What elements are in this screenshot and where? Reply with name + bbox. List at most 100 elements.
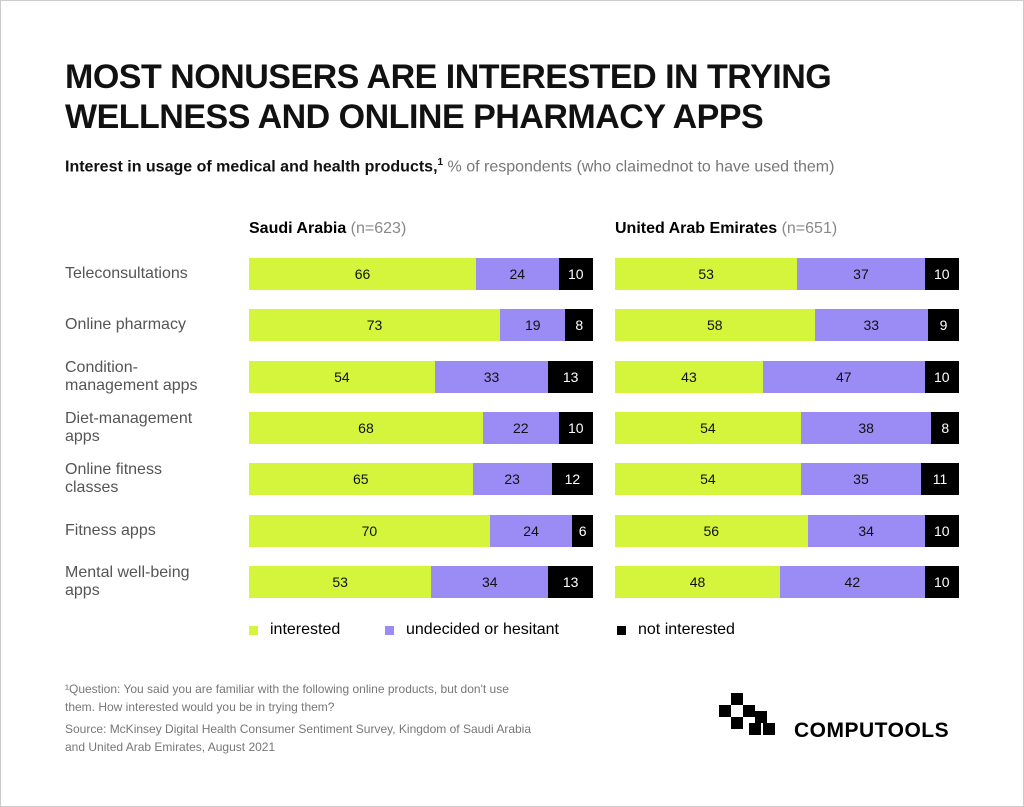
data-label: 34 [482, 573, 498, 590]
panel-name: United Arab Emirates [615, 220, 778, 237]
panel-title: United Arab Emirates (n=651) [615, 220, 837, 238]
data-label: 13 [562, 573, 579, 590]
data-label: 73 [366, 317, 383, 334]
data-label: 65 [353, 471, 369, 488]
bar-segment: 33 [814, 309, 929, 342]
data-label: 68 [358, 419, 374, 436]
data-label: 48 [689, 573, 706, 590]
data-label: 58 [706, 317, 723, 334]
brand: COMPUTOOLS [794, 719, 950, 742]
bar-segment: 19 [500, 309, 566, 342]
logo [719, 693, 775, 735]
category-label: Online fitness classes [65, 461, 162, 497]
subtitle-rest: % of respondents (who claimednot to have… [443, 158, 835, 176]
bar-segment: 10 [924, 258, 959, 290]
data-label: 8 [575, 317, 584, 334]
data-label: 11 [932, 471, 948, 488]
bar-segment: 73 [249, 309, 501, 342]
bar-segment: 37 [797, 258, 925, 290]
data-label: 24 [509, 266, 526, 282]
bar-segment: 22 [482, 411, 559, 444]
data-label: 43 [681, 368, 697, 385]
data-label: 10 [568, 419, 584, 436]
data-label: 35 [853, 471, 869, 488]
bar-segment: 53 [615, 258, 798, 290]
data-label: 38 [858, 419, 874, 436]
data-label: 33 [483, 368, 500, 385]
category-label: Mental well-being apps [65, 563, 190, 599]
category-label: Condition- management apps [65, 358, 198, 394]
bar-segment: 70 [249, 514, 490, 547]
legend-label: interested [270, 621, 341, 638]
panel-n: (n=623) [350, 220, 407, 237]
data-label: 54 [700, 419, 716, 436]
bar-segment: 68 [249, 411, 483, 444]
data-label: 56 [703, 522, 720, 539]
panel-title: Saudi Arabia (n=623) [249, 220, 406, 238]
data-label: 10 [568, 266, 584, 282]
legend-swatch [249, 625, 258, 635]
bar-segment: 24 [489, 514, 573, 547]
bar-segment: 47 [762, 360, 925, 393]
legend-item: undecided or hesitant [385, 621, 559, 639]
data-label: 54 [700, 471, 716, 488]
data-label: 6 [578, 522, 587, 539]
bar-segment: 53 [249, 565, 432, 598]
data-label: 22 [512, 419, 529, 436]
data-label: 9 [939, 317, 948, 334]
data-label: 24 [523, 522, 539, 539]
data-label: 34 [858, 522, 874, 539]
bar-segment: 33 [434, 360, 549, 393]
data-label: 42 [844, 573, 861, 590]
bar-segment: 34 [807, 514, 925, 547]
title: MOST NONUSERS ARE INTERESTED IN TRYING W… [65, 58, 832, 136]
panel-name: Saudi Arabia [249, 220, 347, 237]
bar-segment: 13 [548, 565, 593, 598]
bar-segment: 11 [921, 463, 959, 496]
bar-segment: 35 [800, 463, 922, 496]
legend-label: not interested [638, 621, 735, 638]
subtitle: Interest in usage of medical and health … [65, 157, 834, 176]
data-label: 53 [698, 266, 714, 282]
bar-segment: 24 [476, 258, 559, 290]
subtitle-ref: 1 [437, 157, 444, 168]
bar-segment: 10 [558, 411, 593, 444]
legend-item: not interested [617, 621, 735, 639]
data-label: 19 [525, 317, 541, 334]
source: Source: McKinsey Digital Health Consumer… [65, 722, 532, 754]
bar-segment: 43 [615, 360, 763, 393]
bar-segment: 48 [615, 565, 781, 598]
data-label: 10 [934, 573, 950, 590]
bar-segment: 12 [551, 463, 593, 496]
footnote: ¹Question: You said you are familiar wit… [65, 682, 509, 714]
bar-segment: 8 [931, 411, 959, 444]
data-label: 54 [334, 368, 350, 385]
bar-segment: 10 [924, 565, 959, 598]
data-label: 23 [504, 471, 520, 488]
legend-swatch [617, 625, 626, 635]
bar-segment: 8 [565, 309, 593, 342]
bar-segment: 13 [548, 360, 593, 393]
bar-segment: 10 [924, 514, 959, 547]
bar-segment: 34 [431, 565, 549, 598]
legend-swatch [385, 625, 394, 635]
data-label: 8 [941, 419, 950, 436]
data-label: 66 [354, 266, 371, 282]
legend-label: undecided or hesitant [406, 621, 559, 638]
bar-segment: 56 [615, 514, 808, 547]
legend-item: interested [249, 621, 340, 639]
data-label: 12 [564, 471, 581, 488]
category-label: Diet-management apps [65, 409, 193, 445]
data-label: 10 [934, 368, 950, 385]
bar-segment: 10 [924, 360, 959, 393]
bar-segment: 9 [928, 309, 959, 342]
bar-segment: 54 [615, 411, 801, 444]
category-label: Fitness apps [65, 521, 156, 539]
data-label: 53 [332, 573, 348, 590]
bar-segment: 54 [249, 360, 435, 393]
bar-segment: 6 [572, 514, 593, 547]
data-label: 47 [835, 368, 852, 385]
subtitle-main: Interest in usage of medical and health … [65, 158, 438, 176]
data-label: 10 [934, 522, 950, 539]
